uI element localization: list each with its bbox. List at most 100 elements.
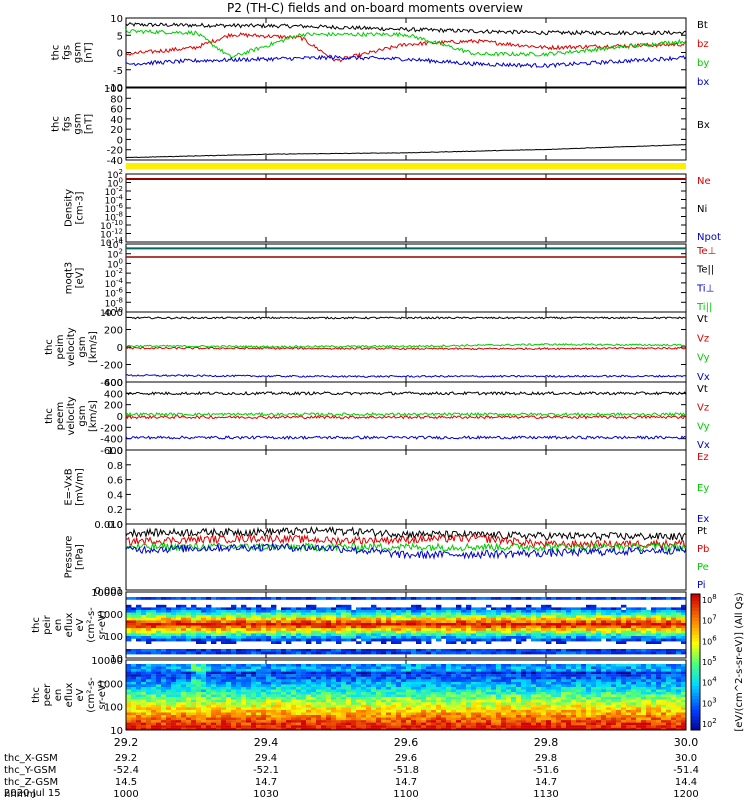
heatmap-cell bbox=[626, 617, 632, 621]
heatmap-cell bbox=[311, 630, 317, 634]
heatmap-cell bbox=[651, 625, 657, 629]
heatmap-cell bbox=[611, 628, 617, 631]
heatmap-cell bbox=[216, 684, 222, 688]
heatmap-cell bbox=[571, 617, 577, 621]
heatmap-cell bbox=[331, 715, 337, 718]
heatmap-cell bbox=[391, 633, 397, 637]
heatmap-cell bbox=[276, 687, 282, 690]
heatmap-cell bbox=[496, 630, 502, 634]
heatmap-cell bbox=[676, 633, 682, 637]
heatmap-cell bbox=[391, 684, 397, 688]
heatmap-cell bbox=[591, 676, 597, 680]
y-axis-label: en bbox=[53, 689, 64, 702]
heatmap-cell bbox=[526, 707, 532, 711]
heatmap-cell bbox=[566, 679, 572, 682]
heatmap-cell bbox=[171, 630, 177, 634]
heatmap-cell bbox=[291, 666, 297, 670]
heatmap-cell bbox=[611, 712, 617, 716]
heatmap-cell bbox=[396, 676, 402, 680]
heatmap-cell bbox=[426, 638, 432, 642]
heatmap-cell bbox=[431, 679, 437, 682]
heatmap-cell bbox=[156, 610, 162, 613]
heatmap-cell bbox=[681, 649, 687, 652]
heatmap-cell bbox=[271, 615, 277, 618]
heatmap-cell bbox=[556, 630, 562, 634]
heatmap-cell bbox=[576, 727, 582, 731]
heatmap-cell bbox=[241, 671, 247, 675]
heatmap-cell bbox=[276, 664, 282, 667]
heatmap-cell bbox=[391, 623, 397, 626]
heatmap-cell bbox=[266, 702, 272, 705]
heatmap-cell bbox=[641, 628, 647, 631]
heatmap-cell bbox=[236, 620, 242, 624]
heatmap-cell bbox=[286, 704, 292, 708]
heatmap-cell bbox=[421, 630, 427, 634]
heatmap-cell bbox=[351, 699, 357, 703]
heatmap-cell bbox=[641, 674, 647, 677]
heatmap-cell bbox=[536, 630, 542, 634]
y-tick-label: 600 bbox=[104, 378, 123, 389]
heatmap-cell bbox=[131, 694, 137, 698]
y-tick-label: 100 bbox=[104, 84, 123, 95]
heatmap-cell bbox=[196, 625, 202, 629]
heatmap-cell bbox=[251, 617, 257, 621]
heatmap-cell bbox=[661, 636, 667, 639]
heatmap-cell bbox=[551, 681, 557, 685]
heatmap-cell bbox=[506, 725, 512, 728]
heatmap-cell bbox=[591, 712, 597, 716]
heatmap-cell bbox=[386, 630, 392, 634]
heatmap-cell bbox=[191, 692, 197, 695]
heatmap-cell bbox=[486, 630, 492, 634]
heatmap-cell bbox=[481, 669, 487, 672]
heatmap-cell bbox=[446, 694, 452, 698]
heatmap-cell bbox=[126, 607, 132, 611]
heatmap-cell bbox=[496, 651, 502, 655]
heatmap-cell bbox=[176, 630, 182, 634]
heatmap-cell bbox=[391, 681, 397, 685]
heatmap-cell bbox=[416, 630, 422, 634]
heatmap-cell bbox=[396, 697, 402, 700]
heatmap-cell bbox=[361, 620, 367, 624]
heatmap-cell bbox=[416, 689, 422, 693]
heatmap-cell bbox=[576, 669, 582, 672]
heatmap-cell bbox=[431, 687, 437, 690]
heatmap-cell bbox=[396, 641, 402, 644]
heatmap-cell bbox=[386, 617, 392, 621]
heatmap-cell bbox=[411, 712, 417, 716]
heatmap-cell bbox=[436, 699, 442, 703]
panel-5: thc peim velocity gsm [km/s]4002000-200-400V… bbox=[44, 308, 710, 389]
heatmap-cell bbox=[401, 620, 407, 624]
heatmap-cell bbox=[556, 689, 562, 693]
heatmap-cell bbox=[161, 625, 167, 629]
heatmap-cell bbox=[261, 684, 267, 688]
heatmap-cell bbox=[246, 712, 252, 716]
heatmap-cell bbox=[431, 628, 437, 631]
heatmap-cell bbox=[226, 664, 232, 667]
heatmap-cell bbox=[366, 636, 372, 639]
heatmap-cell bbox=[551, 697, 557, 700]
heatmap-cell bbox=[351, 681, 357, 685]
heatmap-cell bbox=[386, 597, 392, 600]
heatmap-cell bbox=[656, 597, 662, 600]
heatmap-cell bbox=[266, 720, 272, 723]
heatmap-cell bbox=[546, 607, 552, 611]
heatmap-cell bbox=[271, 704, 277, 708]
heatmap-cell bbox=[456, 669, 462, 672]
heatmap-cell bbox=[546, 727, 552, 731]
heatmap-cell bbox=[361, 674, 367, 677]
heatmap-cell bbox=[176, 712, 182, 716]
heatmap-cell bbox=[216, 715, 222, 718]
heatmap-cell bbox=[406, 666, 412, 670]
heatmap-cell bbox=[396, 727, 402, 731]
heatmap-cell bbox=[421, 664, 427, 667]
heatmap-cell bbox=[316, 720, 322, 723]
heatmap-cell bbox=[451, 597, 457, 600]
heatmap-cell bbox=[616, 699, 622, 703]
heatmap-cell bbox=[351, 725, 357, 728]
heatmap-cell bbox=[441, 651, 447, 655]
heatmap-cell bbox=[531, 676, 537, 680]
heatmap-cell bbox=[136, 628, 142, 631]
heatmap-cell bbox=[326, 671, 332, 675]
heatmap-cell bbox=[331, 649, 337, 652]
heatmap-cell bbox=[361, 681, 367, 685]
